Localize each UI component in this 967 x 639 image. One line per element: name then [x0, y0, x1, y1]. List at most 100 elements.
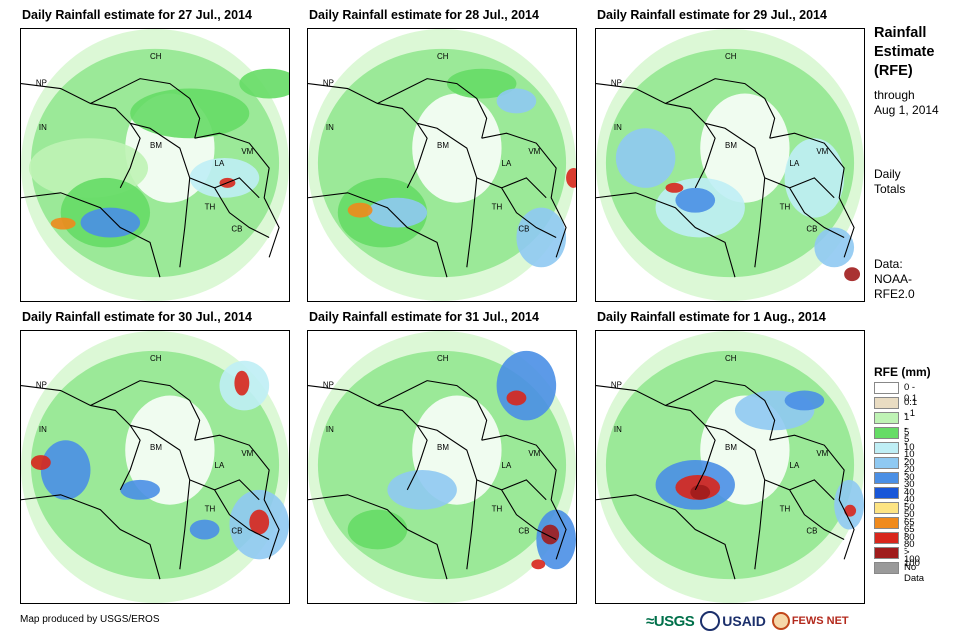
country-label-bm: BM: [437, 443, 449, 452]
legend-swatch: [874, 397, 899, 409]
rain-cell: [665, 182, 684, 193]
through-text: through Aug 1, 2014: [874, 88, 939, 118]
country-label-bm: BM: [150, 141, 162, 150]
country-label-ch: CH: [725, 52, 737, 61]
legend-label: 65 - 80: [904, 517, 915, 550]
sidebar-title-line1: Rainfall: [874, 25, 927, 41]
country-border: [308, 385, 428, 491]
rain-cell: [40, 440, 91, 500]
usgs-logo: ≈USGS: [646, 612, 695, 630]
rainfall-field-svg: CH NP IN BM LA VM TH CB: [308, 331, 576, 603]
data-source-text: Data: NOAA- RFE2.0: [874, 257, 915, 302]
country-border: [705, 122, 766, 268]
totals-line1: Daily: [874, 167, 901, 181]
legend-label: 1 - 5: [904, 412, 910, 445]
rain-cell: [566, 167, 576, 188]
rain-cell: [249, 509, 270, 535]
country-border: [596, 385, 716, 491]
rainfall-field-svg: CH NP IN BM LA VM TH CB: [308, 29, 576, 301]
country-border: [21, 192, 161, 278]
rain-cell: [844, 267, 861, 282]
country-label-np: NP: [36, 79, 47, 88]
country-border: [596, 192, 736, 278]
legend-label: No Data: [904, 562, 925, 584]
panel-title-5: Daily Rainfall estimate for 31 Jul., 201…: [309, 310, 539, 324]
country-label-np: NP: [611, 79, 622, 88]
panel-title-1: Daily Rainfall estimate for 27 Jul., 201…: [22, 8, 252, 22]
rainfall-field-svg: CH NP IN BM LA VM TH CB: [21, 331, 289, 603]
country-border: [789, 479, 835, 501]
country-label-th: TH: [492, 505, 503, 514]
country-border: [596, 494, 736, 580]
legend-title: RFE (mm): [874, 365, 931, 379]
panel-title-4: Daily Rainfall estimate for 30 Jul., 201…: [22, 310, 252, 324]
dry-area: [700, 93, 790, 203]
rainfall-map-6: CH NP IN BM LA VM TH CB: [595, 330, 865, 604]
rain-cell: [189, 519, 220, 540]
rain-cell: [844, 504, 857, 517]
country-label-bm: BM: [725, 141, 737, 150]
country-border: [214, 479, 260, 501]
country-border: [189, 479, 270, 540]
country-border: [769, 434, 855, 560]
rainfall-map-4: CH NP IN BM LA VM TH CB: [20, 330, 290, 604]
country-label-bm: BM: [725, 443, 737, 452]
rain-cell: [675, 187, 716, 213]
fews-seal-icon: [771, 612, 790, 630]
usaid-logo: USAID: [700, 611, 766, 631]
rain-cell: [239, 68, 289, 99]
rain-cell: [347, 202, 373, 218]
data-line2: NOAA-: [874, 272, 913, 286]
country-label-vm: VM: [816, 449, 828, 458]
country-label-cb: CB: [518, 527, 529, 536]
country-border: [308, 192, 448, 278]
rain-cell: [446, 68, 517, 99]
country-label-in: IN: [39, 425, 47, 434]
legend-swatch: [874, 472, 899, 484]
rain-cell: [814, 227, 855, 268]
data-line3: RFE2.0: [874, 287, 915, 301]
rain-cell: [615, 128, 676, 188]
country-label-bm: BM: [437, 141, 449, 150]
country-label-la: LA: [790, 461, 800, 470]
rain-cell: [347, 509, 408, 550]
legend-label: 40 - 50: [904, 487, 915, 520]
rain-cell: [120, 479, 160, 500]
country-border: [194, 434, 280, 560]
country-border: [476, 479, 557, 540]
country-border: [130, 122, 191, 268]
country-label-th: TH: [492, 203, 503, 212]
country-border: [130, 424, 191, 570]
legend-swatch: [874, 382, 899, 394]
country-label-cb: CB: [518, 225, 529, 234]
country-label-cb: CB: [231, 527, 242, 536]
country-label-la: LA: [215, 159, 225, 168]
country-label-cb: CB: [806, 225, 817, 234]
country-label-np: NP: [323, 381, 334, 390]
rain-cell: [690, 484, 711, 500]
rain-cell: [50, 217, 76, 230]
country-border: [194, 132, 280, 258]
country-label-ch: CH: [437, 354, 449, 363]
country-label-in: IN: [614, 425, 622, 434]
legend-swatch: [874, 457, 899, 469]
legend-label: 10 - 20: [904, 442, 915, 475]
rain-cell: [387, 469, 457, 510]
country-label-np: NP: [611, 381, 622, 390]
country-label-vm: VM: [241, 449, 253, 458]
country-label-np: NP: [323, 79, 334, 88]
country-label-cb: CB: [806, 527, 817, 536]
panel-title-6: Daily Rainfall estimate for 1 Aug., 2014: [597, 310, 826, 324]
country-border: [764, 177, 845, 238]
totals-text: Daily Totals: [874, 167, 905, 197]
sidebar-title: Rainfall Estimate (RFE): [874, 24, 934, 81]
sidebar-title-line3: (RFE): [874, 63, 913, 79]
country-border: [596, 83, 716, 189]
usgs-logo-text: USGS: [653, 612, 695, 630]
country-label-vm: VM: [241, 147, 253, 156]
country-label-vm: VM: [528, 449, 540, 458]
legend-label: 0.1 - 1: [904, 397, 918, 419]
dry-area: [412, 93, 502, 203]
map-credit: Map produced by USGS/EROS: [20, 614, 160, 625]
through-label: through: [874, 88, 915, 102]
